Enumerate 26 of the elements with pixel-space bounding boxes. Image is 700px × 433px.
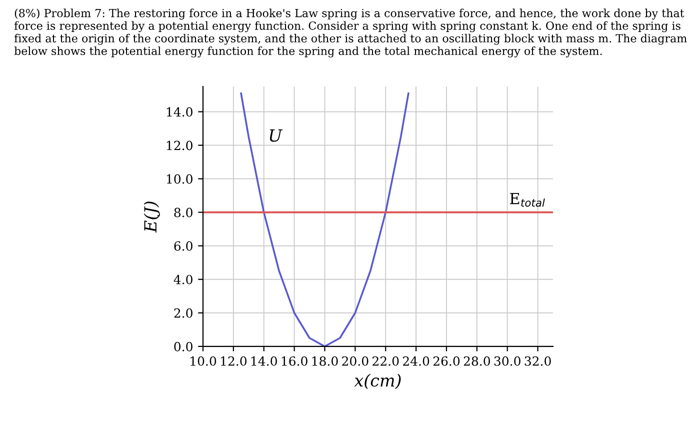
- y-tick-label: 14.0: [166, 107, 192, 117]
- y-tick-label: 0.0: [174, 342, 192, 352]
- x-tick-label: 14.0: [251, 356, 277, 366]
- x-tick-label: 28.0: [464, 356, 490, 366]
- x-tick-label: 22.0: [372, 356, 399, 366]
- x-tick-label: 10.0: [190, 356, 216, 366]
- y-tick-label: 12.0: [166, 140, 192, 150]
- y-tick-label: 10.0: [166, 174, 192, 184]
- y-axis-title: E(J): [144, 202, 160, 233]
- text: (8%) Problem 7: The restoring force in a Hooke's Law spring is a conservative force, and hence, the work done by that force is represented by a potential energy function. Consider a spring with spring constant k. One end of the spring is fixed at the origin of the coordinate system, and the other is attached to an oscillating block with mass m. The diagram below shows the potential energy function for the spring and the total mechanical energy of the system.: [14, 8, 687, 58]
- x-axis-title: x(cm): [354, 374, 401, 390]
- series-label: U: [270, 129, 283, 142]
- y-tick-label: 8.0: [174, 208, 192, 218]
- x-tick-label: 30.0: [494, 356, 520, 366]
- y-tick-label: 4.0: [174, 274, 192, 284]
- x-tick-label: 18.0: [312, 356, 338, 366]
- x-tick-label: 24.0: [402, 356, 430, 366]
- y-tick-label: 2.0: [174, 308, 192, 318]
- y-tick-label: 6.0: [174, 241, 192, 251]
- x-tick-label: 16.0: [282, 356, 308, 366]
- x-tick-label: 20.0: [342, 356, 368, 366]
- x-tick-label: 26.0: [433, 356, 460, 366]
- x-tick-label: 12.0: [221, 356, 247, 366]
- line-series: [240, 92, 410, 346]
- ref-line-label: E$_{total}$: [510, 192, 545, 207]
- x-tick-label: 32.0: [524, 356, 551, 366]
